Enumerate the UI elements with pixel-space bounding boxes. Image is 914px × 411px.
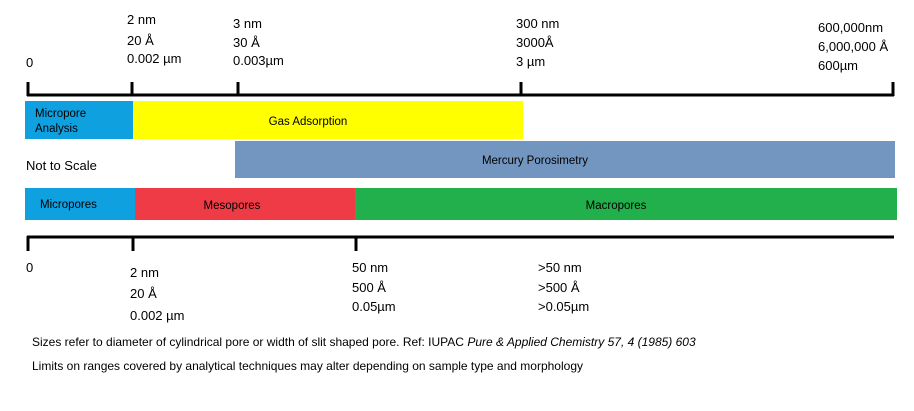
- technique-bar: [25, 101, 133, 139]
- tick-label: 600µm: [818, 58, 858, 73]
- tick-label: 300 nm: [516, 16, 559, 31]
- technique-label: Micropore: [35, 108, 86, 120]
- technique-bar: [133, 101, 523, 139]
- tick-label: 0: [26, 260, 33, 275]
- tick-label: 3000Å: [516, 35, 554, 50]
- tick-label: 600,000nm: [818, 20, 883, 35]
- tick-label: 0.003µm: [233, 53, 284, 68]
- footnote-text: Sizes refer to diameter of cylindrical p…: [32, 335, 467, 349]
- tick-label: 20 Å: [127, 33, 154, 48]
- tick-label: 20 Å: [130, 286, 157, 301]
- tick-label: >50 nm: [538, 260, 582, 275]
- class-label: Mesopores: [204, 200, 261, 212]
- class-bar: [25, 188, 135, 220]
- tick-label: 0: [26, 55, 33, 70]
- technique-label: Analysis: [35, 123, 78, 135]
- tick-label: 500 Å: [352, 280, 386, 295]
- technique-bar: [235, 141, 895, 178]
- class-label: Micropores: [40, 199, 97, 211]
- footnote: Sizes refer to diameter of cylindrical p…: [32, 335, 696, 349]
- tick-label: 3 µm: [516, 54, 545, 69]
- tick-label: 0.002 µm: [127, 51, 181, 66]
- technique-label: Mercury Porosimetry: [482, 155, 588, 167]
- tick-label: 3 nm: [233, 16, 262, 31]
- class-label: Macropores: [586, 200, 647, 212]
- footnote-citation: Pure & Applied Chemistry 57, 4 (1985) 60…: [467, 335, 696, 349]
- tick-label: 6,000,000 Å: [818, 39, 888, 54]
- tick-label: 50 nm: [352, 260, 388, 275]
- tick-label: 0.002 µm: [130, 308, 184, 323]
- note: Not to Scale: [26, 158, 97, 173]
- class-bar: [135, 188, 355, 220]
- tick-label: >500 Å: [538, 280, 580, 295]
- technique-label: Gas Adsorption: [269, 116, 348, 128]
- class-bar: [355, 188, 897, 220]
- tick-label: 0.05µm: [352, 299, 396, 314]
- tick-label: 2 nm: [127, 12, 156, 27]
- tick-label: 30 Å: [233, 35, 260, 50]
- footnote: Limits on ranges covered by analytical t…: [32, 359, 583, 373]
- tick-label: >0.05µm: [538, 299, 589, 314]
- tick-label: 2 nm: [130, 265, 159, 280]
